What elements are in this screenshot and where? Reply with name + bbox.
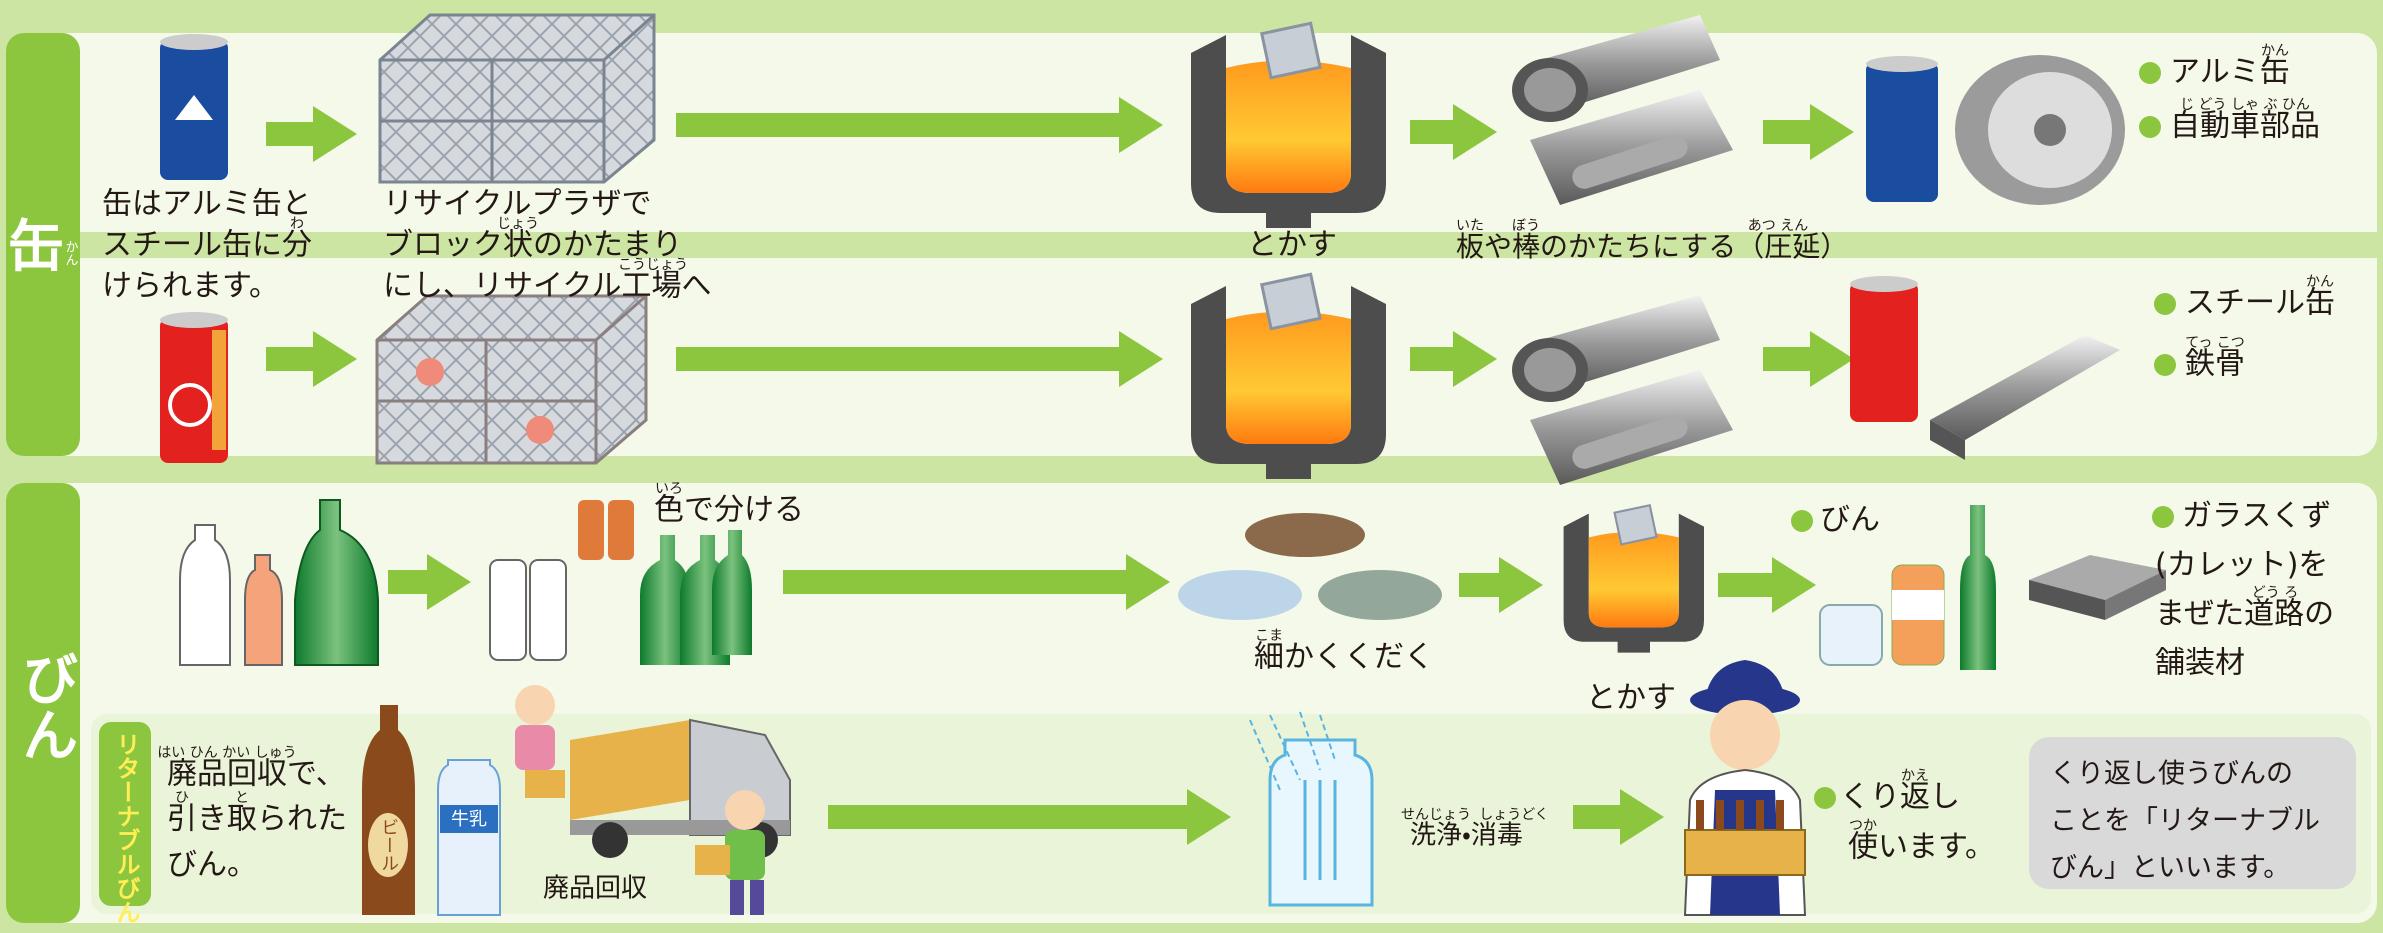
ruby: こうじょう — [618, 257, 688, 273]
ruby: いろ — [655, 481, 683, 497]
sort-text: スチール缶に分 — [102, 228, 312, 263]
product-text: スチール缶 — [2185, 286, 2335, 321]
molten-metal — [1589, 532, 1679, 627]
molten-metal — [1226, 312, 1351, 445]
reuse-text: 使います。 — [1848, 830, 1995, 865]
note-text: ことを「リターナブル — [2050, 806, 2320, 837]
steel-can — [160, 312, 228, 463]
ruby: かえ — [1901, 768, 1929, 784]
page: {"can":{"label":"缶","label_ruby":"かん", "… — [0, 0, 2383, 933]
ruby: てっ こつ — [2185, 335, 2245, 351]
section-label: びん — [13, 650, 78, 762]
sort-text: 色で分ける — [654, 493, 804, 528]
milk-label: 牛乳 — [451, 809, 487, 830]
note-text: びん」といいます。 — [2050, 853, 2290, 884]
product-text: びん — [1820, 503, 1880, 538]
ruby: かん — [2261, 43, 2289, 59]
collected-text: 廃品回収で、 — [167, 757, 346, 792]
plaza-text: にし、リサイクル工場へ — [383, 269, 712, 304]
section-label: 缶 — [8, 215, 64, 280]
scrap — [1615, 505, 1657, 544]
molten-metal — [1226, 61, 1351, 194]
scrap — [1262, 23, 1320, 77]
sort-text: けられます。 — [102, 269, 279, 304]
paving-text: ガラスくず — [2182, 499, 2331, 534]
ruby: かん — [63, 240, 78, 266]
worker — [1685, 660, 1805, 915]
rolling-text: 板や棒のかたちにする（圧延） — [1456, 230, 1848, 263]
collection-text: 廃品回収 — [543, 874, 647, 904]
aluminum-bale — [380, 15, 654, 182]
ruby: わ — [290, 216, 304, 232]
collected-text: 引き取られた — [167, 802, 347, 837]
ruby: ぼう — [1512, 218, 1540, 234]
furnace — [1191, 274, 1386, 479]
ruby: じ どう しゃ ぶ ひん — [2180, 97, 2310, 113]
ruby: こま — [1255, 628, 1283, 644]
beer-label: ビール — [378, 818, 399, 872]
ruby: と — [235, 790, 249, 806]
paving-text: (カレット)を — [2155, 548, 2328, 583]
melt-text: とかす — [1247, 228, 1337, 263]
collected-text: びん。 — [167, 848, 257, 883]
ruby: ひ — [175, 790, 189, 806]
reuse-text: くり返し — [1840, 780, 1960, 815]
melt-text: とかす — [1586, 681, 1676, 716]
ruby: しょうどく — [1479, 807, 1549, 823]
ruby: じょう — [497, 216, 539, 232]
returnable-label: リターナブルびん — [112, 732, 140, 924]
ruby: はい ひん かい しゅう — [157, 745, 296, 761]
paving-text: 舗装材 — [2155, 646, 2245, 681]
scrap — [1262, 274, 1320, 328]
row-divider — [6, 232, 2377, 258]
crush-text: 細かくくだく — [1254, 640, 1434, 675]
aluminum-can — [160, 34, 228, 180]
washing-text: 洗浄・消毒 — [1410, 821, 1523, 851]
ruby: かん — [2306, 274, 2334, 290]
ruby: どう ろ — [2252, 585, 2298, 601]
product-text: 自動車部品 — [2170, 109, 2320, 144]
sort-text: 缶はアルミ缶と — [102, 187, 312, 222]
ruby: あつ えん — [1748, 218, 1808, 234]
aluminum-products — [1866, 55, 2125, 205]
furnace — [1564, 505, 1704, 652]
product-text: アルミ缶 — [2170, 55, 2290, 90]
diagram: 缶 かん びん リターナブルびん ビール 牛乳 — [0, 0, 2383, 933]
product-text: 鉄骨 — [2185, 347, 2245, 382]
paving-text: まぜた道路の — [2155, 597, 2334, 632]
ruby: つか — [1849, 818, 1877, 834]
ruby: せんじょう — [1401, 807, 1471, 823]
ruby: いた — [1456, 218, 1484, 234]
note-text: くり返し使うびんの — [2050, 759, 2293, 790]
furnace — [1191, 23, 1386, 228]
steel-bale — [377, 296, 646, 463]
